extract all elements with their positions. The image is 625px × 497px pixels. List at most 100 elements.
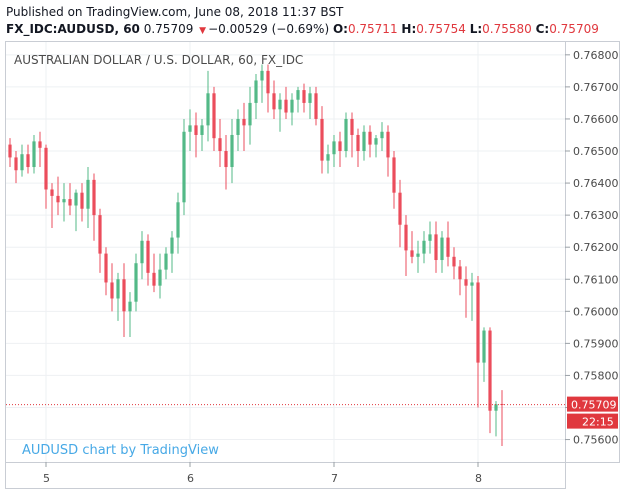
candle-body [170,237,174,254]
candle-body [188,125,192,132]
candle-body [452,256,456,267]
candle-body [416,253,420,257]
candle [146,234,150,286]
candle [224,134,228,190]
candle [134,253,138,312]
candle-body [320,118,324,161]
candle [164,247,168,280]
candle [332,134,336,168]
candle [50,183,54,228]
candle-body [206,93,210,126]
price-tick-label: 0.76600 [573,113,619,126]
candle [68,183,72,216]
candle [140,231,144,280]
candle [380,122,384,152]
candle [386,125,390,177]
candle [476,276,480,408]
candle-body [386,131,390,158]
candle-body [62,199,66,203]
price-tick-label: 0.76000 [573,305,619,318]
close-value: 0.75709 [549,22,599,36]
countdown-label: 22:15 [582,416,614,429]
candle-body [122,279,126,312]
candle [344,112,348,158]
open-label: O: [332,22,348,36]
candle-body [278,99,282,110]
candle [26,144,30,174]
candle-body [374,138,378,145]
published-caption: Published on TradingView.com, June 08, 2… [6,5,344,19]
candle [356,128,360,168]
candle-body [290,99,294,113]
candle [320,106,324,174]
candle [482,327,486,382]
candle-body [218,138,222,152]
candle-body [392,157,396,193]
watermark-text: AUDUSD chart by TradingView [22,443,219,458]
price-tick-label: 0.76100 [573,273,619,286]
candle-body [266,70,270,94]
candle [62,183,66,222]
time-scale[interactable] [5,462,566,489]
candle [452,247,456,280]
candle [272,80,276,119]
candle-body [212,93,216,139]
candle-body [74,192,78,206]
candle [290,93,294,126]
time-tick-label: 8 [475,472,482,485]
candle-body [458,266,462,280]
candle-body [80,192,84,209]
candles-group [8,64,504,446]
candle [494,401,498,437]
candle [260,64,264,103]
candle-body [194,125,198,135]
time-tick-label: 5 [43,472,50,485]
candle [302,83,306,113]
candle [278,93,282,132]
symbol-label: FX_IDC:AUDUSD, 60 [6,22,140,36]
candle [98,208,102,273]
candle [86,167,90,228]
candle-body [92,179,96,216]
candle [464,266,468,318]
candle [488,327,492,434]
candle [248,86,252,145]
candle-body [338,141,342,152]
candle [56,176,60,216]
candle-body [242,118,246,126]
time-axis-ticks: 5 6 7 8 [43,462,482,485]
candle [458,260,462,296]
candle-body [410,250,414,257]
price-scale[interactable] [565,41,620,463]
candle [32,134,36,174]
candle [218,118,222,168]
high-label: H: [401,22,417,36]
candle [110,263,114,312]
candle [20,144,24,177]
candle [104,247,108,296]
candle-body [38,141,42,148]
candle-body [32,141,36,168]
candle [338,131,342,168]
candle-body [344,118,348,152]
candle [266,64,270,113]
candle-body [56,195,60,203]
candle-body [230,134,234,168]
candle [74,189,78,232]
low-value: 0.75580 [482,22,532,36]
candle [422,231,426,264]
price-tick-label: 0.76500 [573,145,619,158]
candle [392,151,396,209]
candle [434,221,438,273]
last-price-tag: 0.75709 22:15 [567,396,618,429]
candle-body [422,240,426,254]
candle-body [20,154,24,171]
candle [362,125,366,161]
candle [176,192,180,254]
candle-body [98,215,102,254]
candle [206,70,210,142]
candle [230,118,234,184]
close-label: C: [535,22,550,36]
candle [350,112,354,158]
